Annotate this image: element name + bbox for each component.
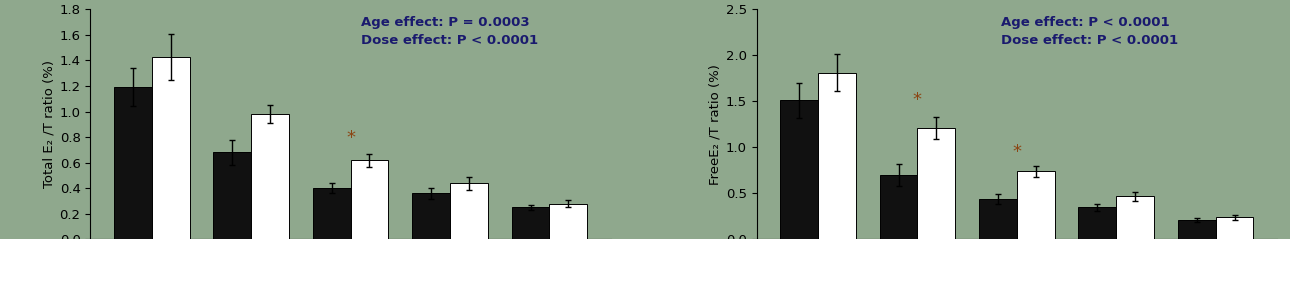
Bar [1215, 217, 1254, 239]
Bar [512, 208, 550, 239]
Bar [880, 175, 917, 239]
X-axis label: TE dose (mg/wk): TE dose (mg/wk) [961, 301, 1072, 307]
Bar [213, 153, 252, 239]
Bar [1078, 207, 1116, 239]
Bar [1178, 220, 1215, 239]
Text: Age effect: P = 0.0003
Dose effect: P < 0.0001: Age effect: P = 0.0003 Dose effect: P < … [361, 16, 538, 47]
Bar [152, 56, 190, 239]
Bar [351, 160, 388, 239]
Bar [114, 87, 152, 239]
Text: *: * [913, 91, 922, 109]
Y-axis label: Total E₂ /T ratio (%): Total E₂ /T ratio (%) [43, 60, 55, 188]
Bar [252, 114, 289, 239]
Bar [1116, 196, 1155, 239]
Bar [780, 100, 818, 239]
Bar [312, 188, 351, 239]
Bar [917, 128, 955, 239]
Text: *: * [346, 129, 355, 147]
Text: *: * [1013, 143, 1022, 161]
Y-axis label: FreeE₂ /T ratio (%): FreeE₂ /T ratio (%) [708, 64, 721, 185]
Bar [450, 183, 488, 239]
Bar [818, 73, 855, 239]
Bar [413, 193, 450, 239]
Bar [979, 199, 1017, 239]
X-axis label: TE dose (mg/wk): TE dose (mg/wk) [295, 301, 406, 307]
Bar [1017, 171, 1055, 239]
Bar [550, 204, 587, 239]
Text: Age effect: P < 0.0001
Dose effect: P < 0.0001: Age effect: P < 0.0001 Dose effect: P < … [1001, 16, 1178, 47]
